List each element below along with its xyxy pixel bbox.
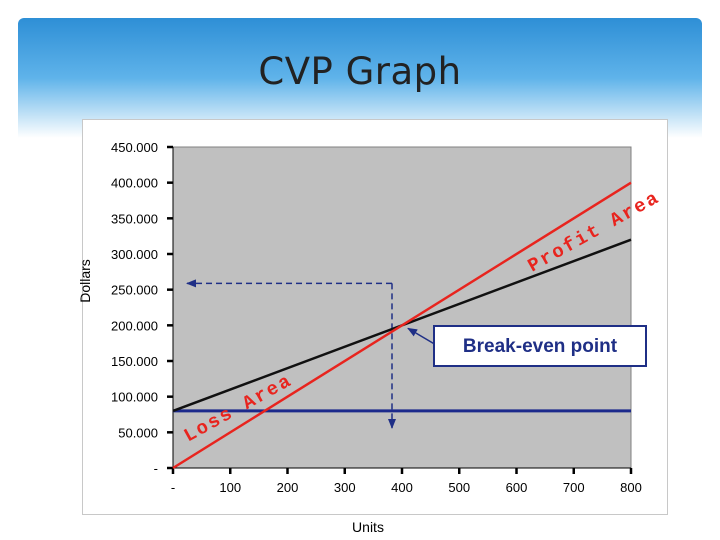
y-axis: 450.000 400.000 350.000 300.000 250.000 200.0… [111,140,174,476]
y-tick-label: 250.000 [111,283,158,298]
x-tick-label: 800 [620,480,642,495]
revenue-line [172,181,632,470]
y-tick-label: 100.000 [111,390,158,405]
x-tick-label: 500 [448,480,470,495]
x-tick-label: 700 [563,480,585,495]
slide-title: CVP Graph [258,50,462,93]
y-tick-label: 350.000 [111,211,158,226]
x-tick-label: 600 [506,480,528,495]
x-axis: - 100 200 300 400 500 600 700 800 [171,467,642,495]
series-lines [172,181,632,470]
y-tick-label: 450.000 [111,140,158,155]
x-tick-label: 200 [277,480,299,495]
break-even-callout-text: Break-even point [462,336,618,357]
y-tick-label: - [154,461,158,476]
plot-area [172,146,632,469]
x-axis-title: Units [352,519,384,535]
y-tick-label: 200.000 [111,318,158,333]
x-tick-label: 300 [334,480,356,495]
x-tick-label: 400 [391,480,413,495]
y-tick-label: 50.000 [118,425,158,440]
y-tick-label: 150.000 [111,354,158,369]
y-tick-label: 300.000 [111,247,158,262]
break-even-callout: Break-even point [433,325,647,367]
y-tick-label: 400.000 [111,176,158,191]
y-axis-title: Dollars [77,259,93,303]
x-tick-label: 100 [219,480,241,495]
x-tick-label: - [171,480,175,495]
